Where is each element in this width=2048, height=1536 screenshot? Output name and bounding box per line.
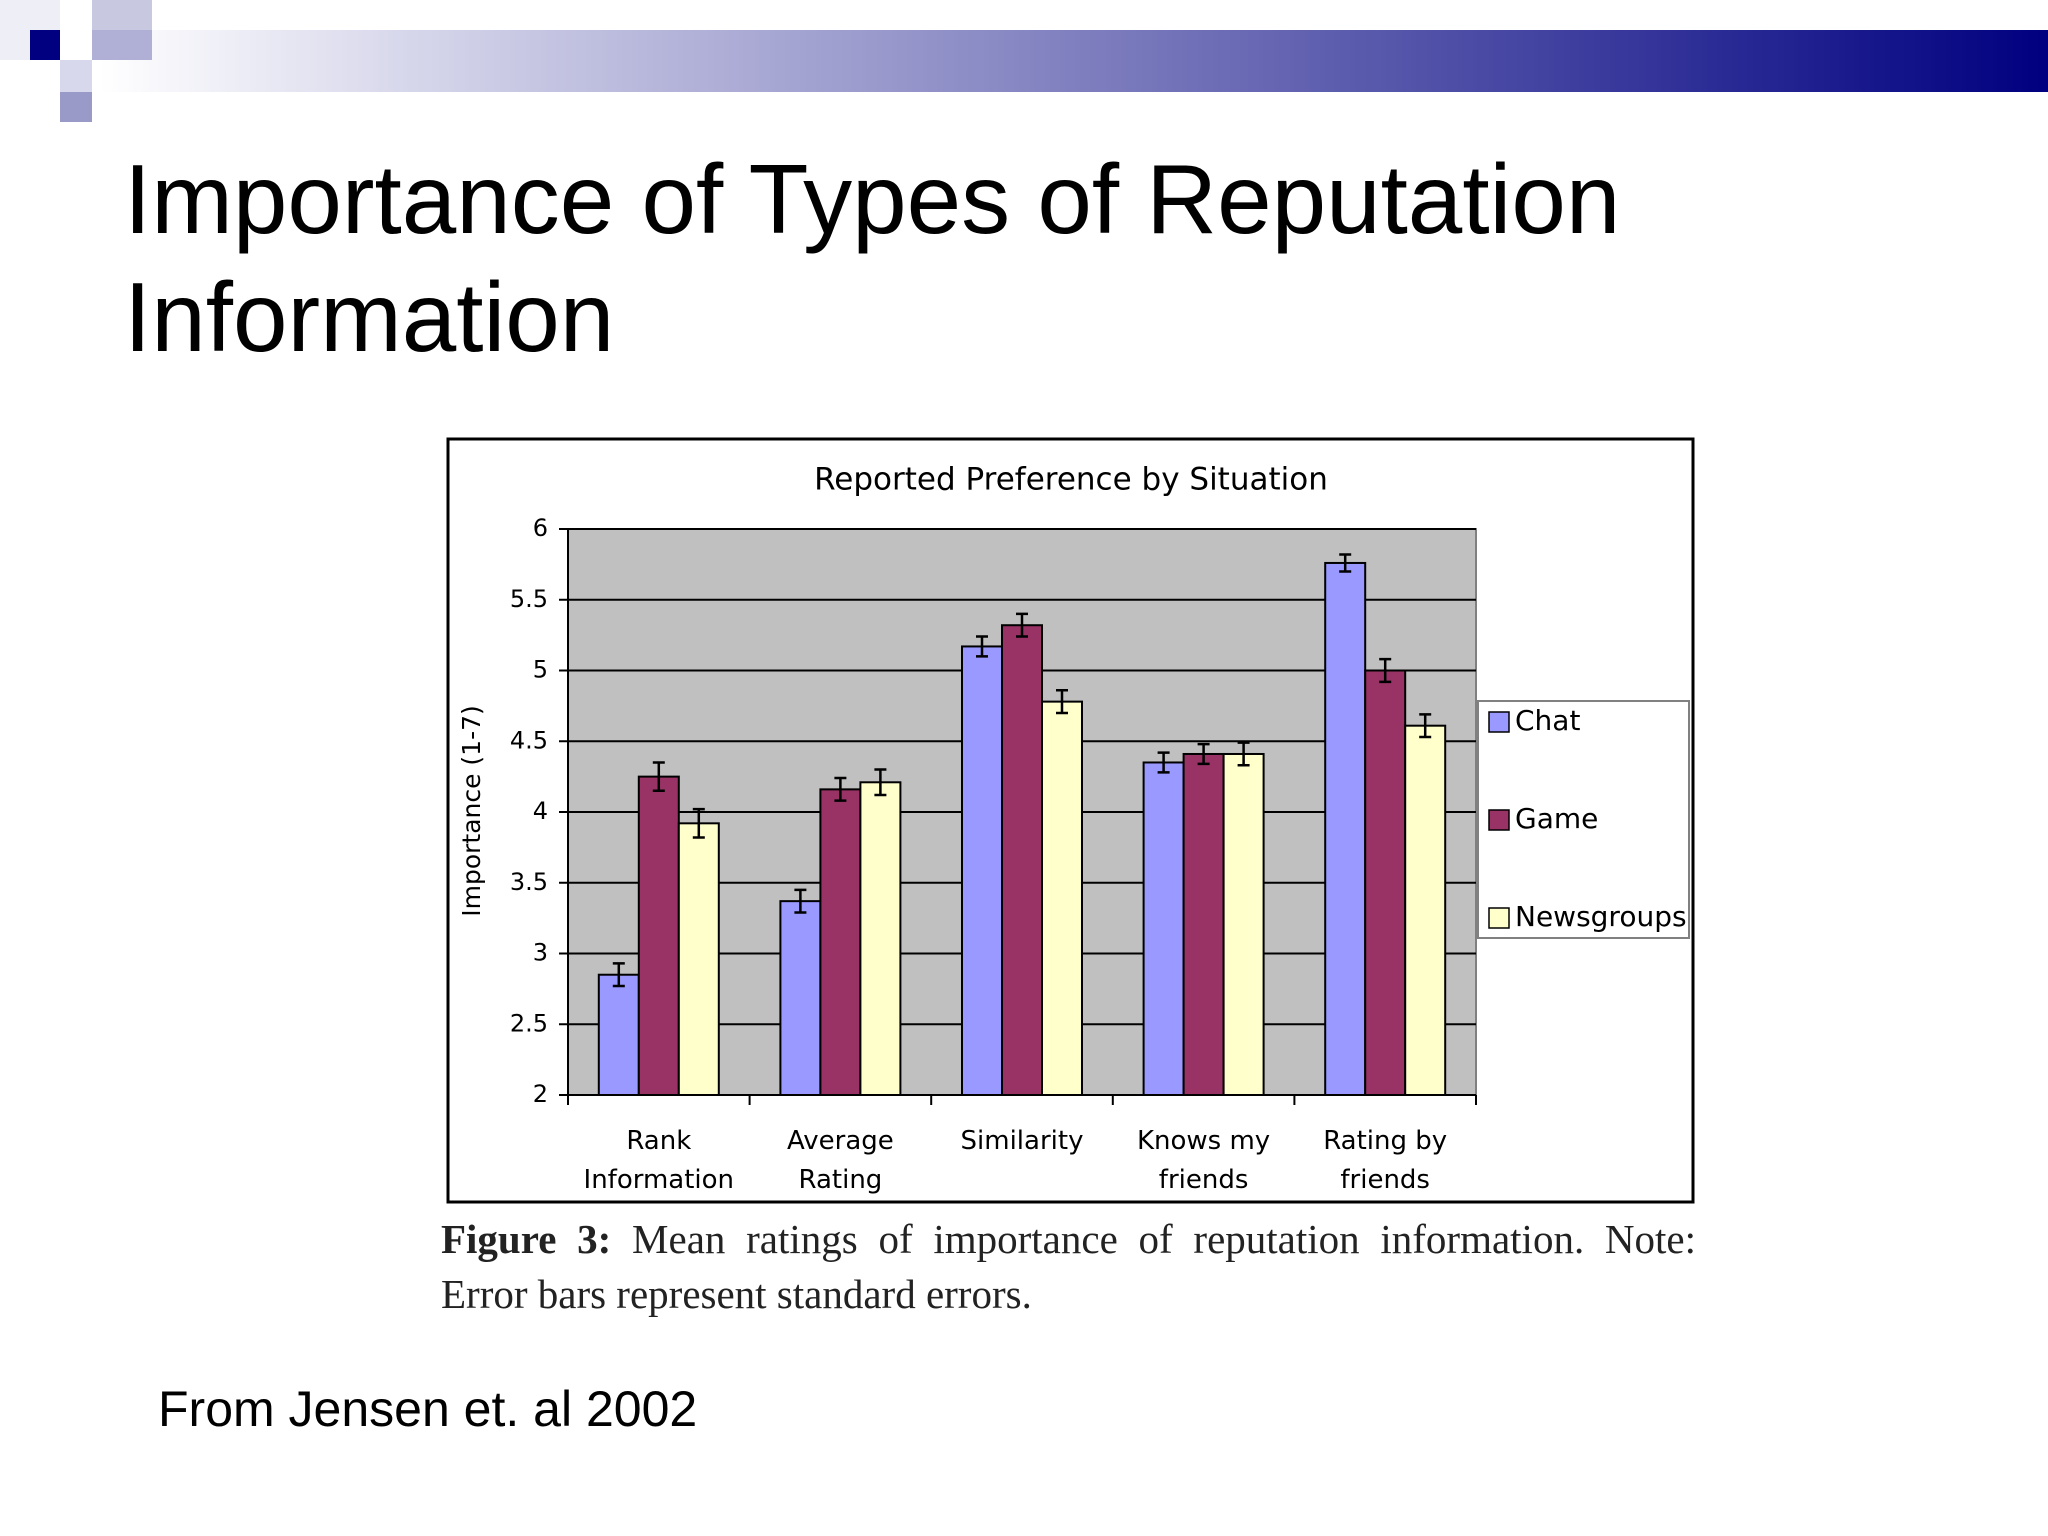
legend-label: Game — [1515, 802, 1598, 835]
error-bar — [1016, 612, 1028, 638]
bar — [1182, 752, 1225, 1096]
deco — [60, 92, 92, 122]
bar — [1041, 700, 1083, 1096]
error-bar — [874, 768, 887, 797]
bar — [1001, 624, 1043, 1096]
x-tick-label: Rank Information — [583, 1126, 735, 1195]
error-bar — [1339, 553, 1352, 573]
y-tick-label: 3 — [533, 939, 548, 967]
chart-title: Reported Preference by Situation — [814, 462, 1328, 498]
x-tick-label: Rating by friends — [1323, 1126, 1448, 1195]
bar — [779, 900, 822, 1097]
legend-swatch — [1488, 711, 1510, 733]
deco — [60, 60, 92, 92]
y-tick-label: 6 — [533, 514, 548, 542]
legend-swatch — [1488, 809, 1510, 831]
caption-text: Mean ratings of importance of reputation… — [441, 1216, 1697, 1317]
bar — [1324, 561, 1367, 1096]
error-bar — [1419, 713, 1432, 739]
legend-label: Chat — [1515, 704, 1580, 737]
bar — [1222, 752, 1265, 1096]
legend-label: Newsgroups — [1515, 900, 1687, 933]
x-tick-label: Knows my friends — [1136, 1126, 1271, 1195]
legend-swatch — [1488, 907, 1510, 929]
y-axis-label: Importance (1-7) — [457, 705, 486, 917]
caption-label: Figure 3: — [441, 1216, 612, 1262]
bar — [1404, 724, 1447, 1096]
error-bar — [1197, 742, 1210, 766]
error-bar — [1157, 751, 1170, 774]
error-bar — [692, 807, 705, 839]
header-bar — [100, 30, 2048, 92]
figure-caption: Figure 3: Mean ratings of importance of … — [441, 1212, 1696, 1322]
error-bar — [794, 888, 807, 914]
error-bar — [1056, 689, 1068, 715]
x-tick-label: Average Rating — [787, 1126, 894, 1195]
bar — [859, 781, 902, 1096]
error-bar — [1237, 741, 1250, 767]
y-tick-label: 2 — [533, 1080, 548, 1108]
slide-title: Importance of Types of Reputation Inform… — [124, 144, 1621, 372]
bar — [597, 973, 640, 1096]
bar — [1142, 761, 1185, 1096]
bar — [819, 788, 862, 1096]
deco — [92, 0, 152, 30]
error-bar — [834, 776, 847, 802]
y-tick-label: 4 — [533, 797, 548, 825]
bar — [677, 822, 720, 1096]
legend-box — [1477, 700, 1690, 939]
deco — [92, 30, 152, 60]
error-bar — [652, 761, 665, 793]
error-bar — [1379, 657, 1392, 684]
deco — [30, 30, 60, 60]
y-tick-label: 3.5 — [510, 868, 548, 896]
error-bar — [612, 962, 625, 988]
error-bar — [976, 635, 988, 658]
y-tick-label: 5.5 — [510, 585, 548, 613]
bar — [961, 645, 1003, 1096]
bar — [637, 775, 680, 1096]
source-note: From Jensen et. al 2002 — [158, 1381, 698, 1437]
x-tick-label: Similarity — [960, 1126, 1084, 1156]
y-tick-label: 4.5 — [510, 726, 548, 754]
y-tick-label: 5 — [533, 656, 548, 684]
bar — [1364, 669, 1407, 1096]
y-tick-label: 2.5 — [510, 1009, 548, 1037]
